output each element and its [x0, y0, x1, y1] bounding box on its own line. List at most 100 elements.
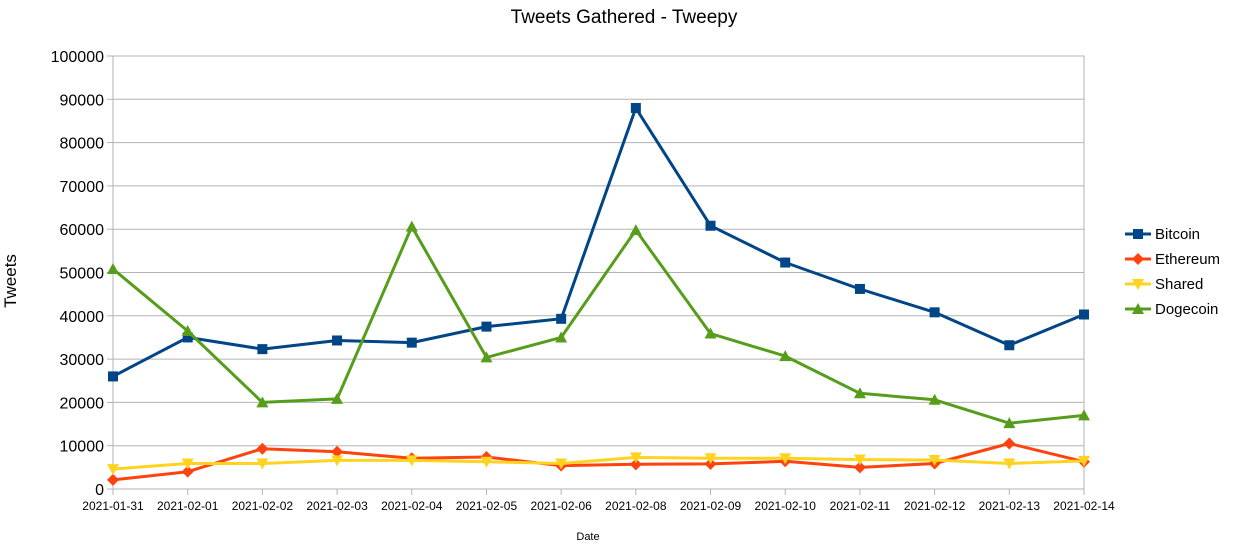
data-point-shared	[629, 452, 642, 464]
data-point-dogecoin	[629, 224, 642, 236]
data-point-bitcoin	[780, 257, 791, 268]
x-tick-label: 2021-02-14	[1053, 499, 1115, 513]
y-tick-label: 70000	[60, 179, 105, 196]
data-point-shared	[107, 464, 119, 476]
data-point-bitcoin	[929, 307, 940, 318]
data-point-shared	[704, 453, 717, 465]
data-point-shared	[928, 454, 941, 466]
x-tick-label: 2021-02-13	[979, 499, 1041, 513]
data-point-dogecoin	[555, 331, 568, 343]
series	[107, 102, 1090, 486]
data-point-bitcoin	[108, 371, 118, 382]
data-point-shared	[480, 456, 493, 468]
data-point-shared	[405, 455, 418, 467]
y-tick-label: 80000	[60, 136, 105, 153]
legend-item-shared: Shared	[1125, 276, 1203, 293]
data-point-shared	[555, 458, 568, 470]
data-point-ethereum	[853, 461, 866, 474]
data-point-dogecoin	[779, 350, 792, 362]
data-point-dogecoin	[480, 351, 493, 363]
series-line-dogecoin	[112, 225, 1085, 425]
y-tick-label: 50000	[60, 266, 105, 283]
legend-swatch-marker	[1133, 229, 1143, 239]
y-tick-label: 40000	[60, 309, 105, 326]
x-tick-label: 2021-02-10	[755, 499, 817, 513]
data-point-shared	[331, 455, 344, 467]
data-point-dogecoin	[256, 396, 269, 408]
data-point-ethereum	[256, 442, 269, 455]
y-axis-title: Tweets	[1, 254, 20, 308]
data-point-shared	[1078, 455, 1090, 467]
legend-swatch-marker	[1132, 303, 1144, 314]
legend-swatch-marker	[1132, 253, 1144, 265]
x-tick-label: 2021-02-11	[830, 499, 891, 513]
data-point-ethereum	[1003, 437, 1016, 450]
series-dogecoin	[107, 220, 1090, 429]
series-bitcoin	[108, 102, 1089, 382]
data-point-shared	[779, 453, 792, 465]
y-axis-ticks: 0 10000 20000 30000 40000 50000 60000 70000 8000…	[51, 49, 113, 499]
data-point-dogecoin	[928, 393, 941, 405]
data-point-bitcoin	[705, 220, 716, 231]
y-tick-label: 90000	[60, 92, 105, 109]
series-line-ethereum	[112, 442, 1085, 482]
data-point-dogecoin	[331, 392, 344, 404]
data-point-bitcoin	[257, 344, 268, 355]
y-tick-label: 100000	[51, 49, 104, 66]
data-point-bitcoin	[1004, 340, 1015, 351]
legend-item-bitcoin: Bitcoin	[1125, 226, 1200, 243]
x-tick-label: 2021-02-04	[381, 499, 443, 513]
data-point-bitcoin	[182, 332, 193, 343]
y-tick-label: 0	[95, 482, 104, 499]
data-point-dogecoin	[405, 220, 418, 232]
y-tick-label: 30000	[60, 352, 105, 369]
legend-label: Bitcoin	[1155, 226, 1200, 243]
legend-item-dogecoin: Dogecoin	[1125, 301, 1218, 318]
data-point-bitcoin	[481, 321, 492, 332]
data-point-dogecoin	[853, 387, 866, 399]
data-point-ethereum	[107, 473, 119, 486]
legend-label: Ethereum	[1155, 251, 1220, 268]
y-tick-label: 20000	[60, 395, 105, 412]
data-point-ethereum	[181, 465, 194, 478]
data-point-shared	[853, 454, 866, 466]
data-point-shared	[256, 458, 269, 470]
series-shared	[107, 452, 1090, 476]
x-tick-label: 2021-02-06	[530, 499, 592, 513]
x-tick-label: 2021-02-09	[680, 499, 742, 513]
x-tick-label: 2021-02-03	[306, 499, 368, 513]
x-tick-label: 2021-02-08	[605, 499, 667, 513]
y-tick-label: 10000	[60, 439, 105, 456]
data-point-bitcoin	[332, 335, 343, 346]
gridlines	[113, 55, 1084, 490]
y-tick-label: 60000	[60, 222, 105, 239]
x-axis-title: Date	[576, 531, 599, 543]
x-tick-label: 2021-02-02	[232, 499, 294, 513]
series-line-shared	[112, 455, 1085, 471]
x-tick-label: 2021-02-01	[157, 499, 219, 513]
x-tick-label: 2021-02-12	[904, 499, 966, 513]
data-point-dogecoin	[1003, 417, 1016, 429]
chart-title: Tweets Gathered - Tweepy	[511, 7, 738, 28]
data-point-bitcoin	[854, 283, 865, 294]
data-point-bitcoin	[630, 102, 641, 113]
data-point-shared	[181, 458, 194, 470]
legend-swatch-marker	[1132, 279, 1144, 290]
data-point-dogecoin	[704, 327, 717, 339]
legend-label: Dogecoin	[1155, 301, 1218, 318]
legend-item-ethereum: Ethereum	[1125, 251, 1220, 268]
data-point-dogecoin	[1078, 409, 1090, 421]
x-axis-ticks: 2021-01-31 2021-02-01 2021-02-02 2021-02-03…	[82, 489, 1115, 513]
data-point-shared	[1003, 458, 1016, 470]
legend: Bitcoin Ethereum Shared Dogecoin	[1125, 226, 1220, 318]
x-tick-label: 2021-01-31	[82, 499, 144, 513]
data-point-bitcoin	[1079, 309, 1089, 320]
data-point-ethereum	[629, 458, 642, 471]
data-point-dogecoin	[181, 324, 194, 336]
series-line-bitcoin	[112, 106, 1085, 378]
data-point-ethereum	[331, 445, 344, 458]
legend-label: Shared	[1155, 276, 1203, 293]
x-tick-label: 2021-02-05	[456, 499, 518, 513]
data-point-dogecoin	[107, 263, 119, 275]
